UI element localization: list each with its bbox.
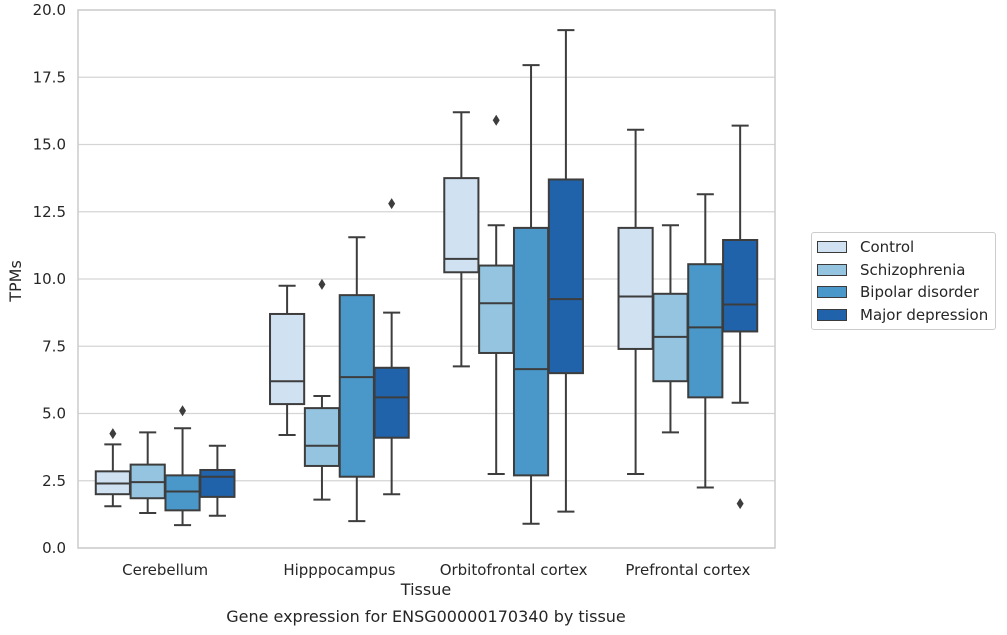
y-tick-label: 12.5 [33,203,66,221]
plot-frame [77,9,776,549]
legend-label: Control [860,238,915,257]
legend-item: Control [812,236,995,259]
box-3-3 [722,124,759,510]
box-iqr [687,263,724,399]
outlier-point [179,405,187,417]
box-2-0 [443,111,480,368]
box-iqr [199,468,236,498]
legend-label: Schizophrenia [860,260,966,279]
box-1-2 [338,236,375,523]
box-3-2 [687,193,724,489]
outlier-point [388,198,396,210]
box-iqr [547,178,584,375]
outlier-point [492,114,500,126]
y-axis-label: TPMs [6,260,25,303]
legend-item: Major depression [812,304,995,327]
y-tick-label: 0.0 [42,539,66,557]
y-tick-label: 15.0 [33,136,66,154]
chart-title: Gene expression for ENSG00000170340 by t… [226,607,626,626]
legend-label: Bipolar disorder [860,283,979,302]
box-0-2 [164,405,201,527]
box-2-2 [512,64,550,525]
box-iqr [303,407,341,467]
box-iqr [164,474,201,512]
x-tick-label: Cerebellum [122,561,208,579]
box-iqr [269,312,306,406]
x-axis-ticks: Cerebellum Hipppocampus Orbitofrontal cort… [122,561,750,579]
box-1-0 [269,284,306,437]
y-tick-label: 17.5 [33,68,66,86]
outlier-point [736,498,744,510]
y-tick-label: 7.5 [42,337,66,355]
box-0-0 [94,428,131,508]
box-3-1 [652,224,689,434]
legend-item: Schizophrenia [812,259,995,282]
legend-swatch [817,286,847,299]
box-1-3 [373,198,410,496]
box-3-0 [617,128,654,476]
box-1-1 [303,278,341,501]
x-axis-label: Tissue [400,580,451,599]
box-iqr [617,226,654,350]
legend-item: Bipolar disorder [812,281,995,304]
box-0-3 [199,444,236,517]
y-axis-ticks: 0.0 2.5 5.0 7.5 10.0 12.5 15.0 17.5 20.0 [33,1,66,557]
box-2-3 [547,29,584,513]
outlier-point [318,278,326,290]
legend-swatch [817,263,847,276]
outlier-point [109,428,117,440]
box-plot-series [94,29,759,527]
y-tick-label: 5.0 [42,405,66,423]
box-iqr [373,366,410,439]
box-2-1 [478,114,515,476]
box-iqr [443,177,480,274]
box-iqr [512,226,550,477]
y-tick-label: 2.5 [42,472,66,490]
legend-swatch [817,241,847,254]
x-tick-label: Orbitofrontal cortex [440,561,588,579]
box-iqr [338,294,375,478]
legend: Control Schizophrenia Bipolar disorder Majo… [811,232,996,330]
box-iqr [722,238,759,333]
legend-swatch [817,308,847,321]
box-0-1 [129,431,166,515]
x-tick-label: Prefrontal cortex [625,561,750,579]
legend-label: Major depression [860,305,989,324]
x-tick-label: Hipppocampus [283,561,395,579]
y-tick-label: 10.0 [33,270,66,288]
y-tick-label: 20.0 [33,1,66,19]
box-iqr [478,264,515,354]
